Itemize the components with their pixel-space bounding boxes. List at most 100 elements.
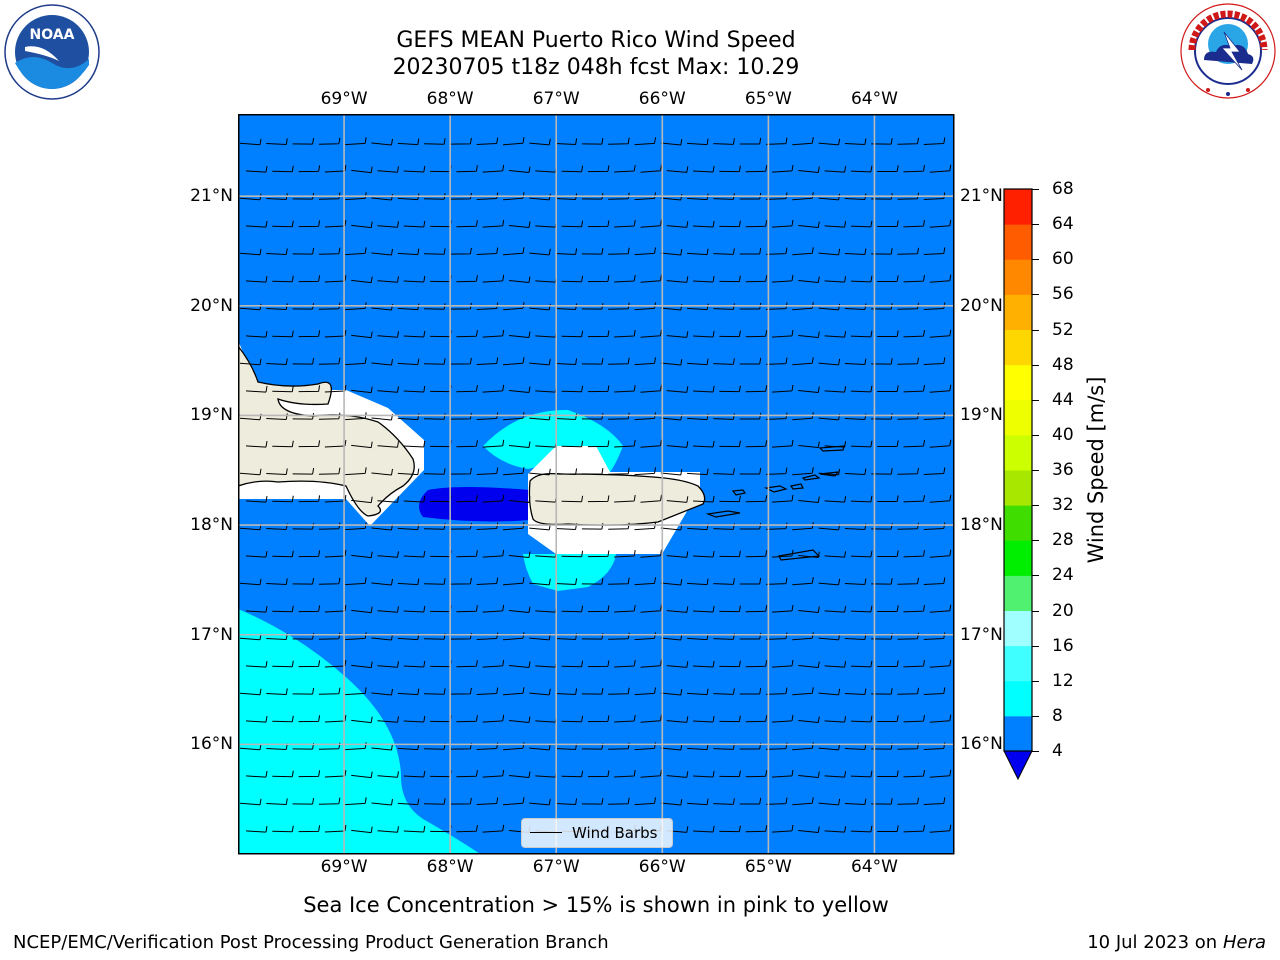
wind-barb: [739, 577, 762, 585]
wind-barb: [719, 440, 741, 448]
wind-barb: [929, 824, 952, 833]
wind-barb: [555, 413, 578, 420]
wind-barb: [824, 661, 847, 668]
wind-barb: [298, 770, 321, 778]
wind-barb: [581, 688, 604, 695]
wind-barb: [877, 770, 899, 778]
wind-barb: [561, 715, 584, 723]
wind-barb: [456, 495, 478, 503]
wind-barb: [850, 550, 873, 558]
wind-barb: [345, 797, 367, 806]
wind-barb: [450, 357, 472, 365]
wind-barb: [298, 275, 321, 283]
wind-barb: [634, 192, 656, 201]
wind-barb: [529, 688, 551, 696]
wind-barb: [371, 468, 393, 476]
footer-branch: NCEP/EMC/Verification Post Processing Pr…: [13, 932, 609, 953]
wind-barb: [660, 798, 683, 806]
wind-barb: [555, 248, 578, 255]
wind-barb: [666, 276, 689, 283]
wind-barb: [929, 769, 952, 778]
wind-barb: [482, 714, 505, 723]
wind-barb: [298, 385, 321, 393]
wind-barb: [245, 221, 268, 228]
wind-barb: [508, 276, 531, 283]
lon-tick-label-top: 69°W: [320, 89, 368, 109]
wind-barb: [713, 248, 735, 255]
colorbar-segment: [1004, 470, 1032, 506]
wind-barb: [456, 275, 478, 283]
wind-barb: [798, 606, 820, 614]
wind-barb: [850, 715, 873, 723]
wind-barb: [245, 386, 268, 393]
colorbar-tick-mark: [1032, 224, 1039, 226]
wind-barb: [508, 551, 531, 558]
wind-barb: [850, 330, 873, 338]
wind-barb: [660, 688, 683, 696]
wind-barb: [450, 247, 472, 255]
wind-barb: [929, 329, 952, 338]
wind-barb: [298, 495, 321, 503]
wind-barb: [929, 164, 952, 173]
wind-barb: [239, 138, 262, 146]
colorbar-tick-label: 20: [1052, 600, 1074, 621]
wind-barb: [345, 247, 367, 256]
wind-barb: [561, 220, 584, 228]
wind-barb: [693, 550, 715, 558]
wind-barb: [508, 331, 531, 338]
wind-barb: [844, 413, 867, 421]
wind-barb: [351, 166, 373, 174]
wind-barb: [482, 824, 505, 833]
wind-barb: [318, 632, 341, 640]
wind-barb: [377, 166, 399, 173]
wind-barb: [403, 660, 426, 668]
wind-barb: [765, 687, 788, 695]
wind-barb: [561, 275, 584, 283]
colorbar-tick-mark: [1032, 364, 1039, 366]
land-hispaniola: [238, 344, 415, 517]
wind-barb: [765, 632, 788, 640]
wind-barb: [719, 220, 741, 228]
wind-barb: [923, 577, 946, 586]
colorbar-tick-label: 64: [1052, 214, 1074, 235]
wind-barb: [923, 247, 946, 256]
wind-barb: [798, 716, 820, 724]
lat-tick-label-left: 16°N: [190, 734, 233, 755]
wind-barb: [719, 550, 741, 558]
wind-barb: [713, 688, 735, 695]
wind-barb: [608, 797, 630, 805]
wind-barb: [298, 715, 321, 723]
wind-barb: [561, 385, 584, 393]
wind-barb: [482, 659, 505, 668]
wind-barb: [719, 495, 741, 503]
colorbar-segment: [1004, 715, 1032, 752]
wind-barb: [324, 769, 347, 778]
wind-barb: [324, 274, 347, 283]
wind-barb: [903, 550, 925, 558]
wind-barb: [792, 742, 814, 751]
colorbar-tick-label: 16: [1052, 635, 1074, 656]
wind-barb: [245, 166, 268, 173]
wind-barb: [377, 661, 399, 668]
sea-ice-note: Sea Ice Concentration > 15% is shown in …: [303, 893, 889, 917]
wind-barb: [424, 523, 446, 530]
wind-barb: [640, 549, 662, 558]
wind-barb: [634, 247, 656, 256]
lon-tick-label-bottom: 68°W: [426, 857, 474, 877]
wind-barb: [502, 357, 525, 366]
wind-barb: [719, 275, 741, 283]
wind-barb: [614, 714, 636, 723]
wind-barb: [614, 604, 636, 613]
wind-barb: [824, 771, 847, 778]
wind-barb: [687, 468, 709, 476]
wind-barb: [529, 138, 551, 146]
wind-barb: [377, 771, 399, 778]
wind-barb: [818, 578, 841, 586]
wind-barb: [771, 164, 794, 173]
colorbar-tick-label: 68: [1052, 179, 1074, 199]
wind-barb: [634, 137, 656, 146]
lon-tick-label-bottom: 67°W: [532, 857, 580, 877]
wind-barb: [660, 578, 683, 586]
wind-barb: [923, 357, 946, 366]
wind-barb: [719, 165, 741, 173]
